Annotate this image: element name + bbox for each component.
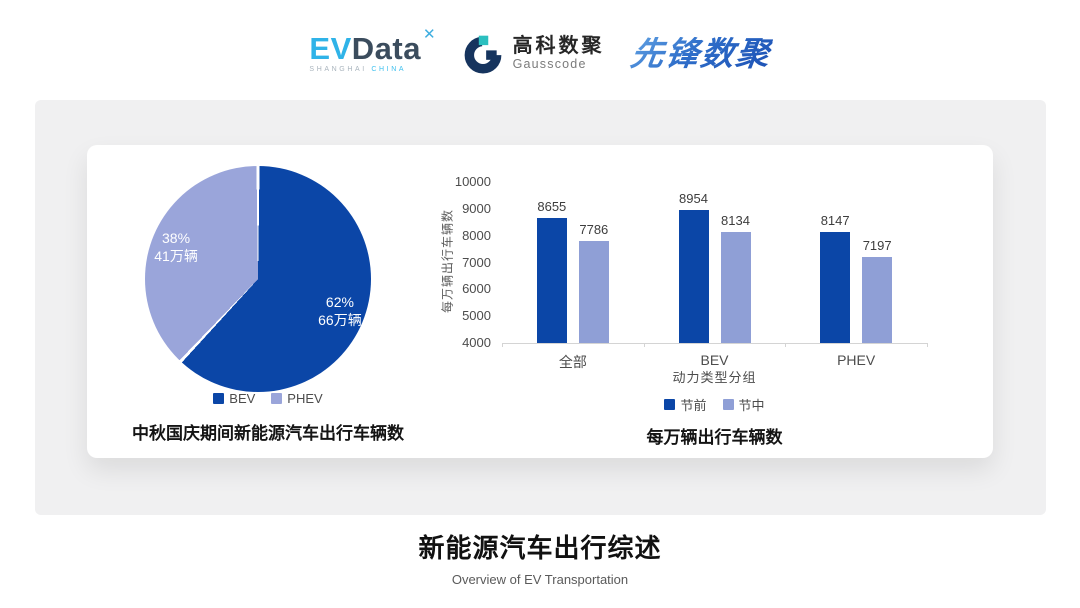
bar — [862, 257, 893, 343]
gausscode-g-icon — [464, 35, 501, 74]
propeller-icon: ✕ — [422, 26, 436, 43]
y-tick-label: 7000 — [462, 254, 491, 270]
pioneer-logo: 先锋数聚 — [627, 34, 774, 72]
y-tick-label: 8000 — [462, 227, 491, 243]
legend-swatch — [664, 399, 676, 410]
y-tick-label: 4000 — [462, 335, 491, 350]
evdata-china-text: CHINA — [371, 66, 407, 73]
bar-legend: 节前 节中 — [502, 395, 927, 414]
pie-value-label: 41万辆 — [154, 247, 198, 264]
bar — [720, 232, 751, 343]
y-tick-label: 10000 — [454, 174, 491, 189]
bar-chart: 每万辆出行车辆数 动力类型分组 节前 节中 每万辆出行车辆数 4000 5000 60… — [437, 145, 982, 458]
legend-swatch — [271, 393, 283, 404]
evdata-ev-text: EV — [309, 31, 352, 66]
pie-percent-label: 62% — [325, 294, 354, 311]
gausscode-logo: 高科数聚 Gausscode — [462, 32, 605, 74]
legend-swatch — [722, 399, 734, 410]
pie-slice-label: 38% 41万辆 — [154, 229, 198, 265]
legend-item: 节前 — [664, 395, 707, 414]
gausscode-cn-name: 高科数聚 — [512, 34, 605, 57]
page-subtitle: Overview of EV Transportation — [451, 572, 629, 587]
page-footer: 新能源汽车出行综述 Overview of EV Transportation — [0, 528, 1080, 587]
legend-label: 节前 — [680, 398, 707, 413]
x-category-label: PHEV — [837, 352, 876, 368]
pie-value-label: 66万辆 — [318, 312, 362, 329]
evdata-data-text: Data — [351, 31, 421, 66]
pie-percent-label: 38% — [162, 229, 191, 246]
bar-value-label: 8655 — [537, 199, 567, 215]
x-axis-tick — [785, 343, 787, 347]
pie-slice-label: 62% 66万辆 — [318, 293, 362, 329]
pie-chart-title: 中秋国庆期间新能源汽车出行车辆数 — [132, 424, 404, 443]
x-axis-tick — [643, 343, 645, 347]
bar — [678, 210, 709, 343]
x-axis-tick — [927, 343, 928, 347]
evdata-shanghai-text: SHANGHAI — [309, 66, 367, 73]
bar-value-label: 7786 — [579, 222, 609, 238]
gausscode-text: 高科数聚 Gausscode — [513, 35, 605, 72]
evdata-logo: EV Data ✕ SHANGHAI CHINA — [309, 27, 435, 73]
logo-bar: EV Data ✕ SHANGHAI CHINA 高科数聚 Gausscode … — [0, 20, 1080, 86]
page-title: 新能源汽车出行综述 — [418, 533, 662, 563]
legend-label: 节中 — [738, 398, 765, 413]
x-axis-tick — [502, 343, 503, 347]
y-tick-label: 5000 — [462, 308, 491, 324]
legend-swatch — [213, 393, 225, 404]
pie-chart: BEV PHEV 中秋国庆期间新能源汽车出行车辆数 62% 66万辆 38% 41万辆 — [93, 145, 443, 458]
bar — [536, 218, 567, 343]
x-category-label: 全部 — [558, 354, 587, 370]
legend-item: BEV — [213, 391, 255, 406]
pie-legend: BEV PHEV — [93, 391, 443, 406]
bar-value-label: 7197 — [862, 238, 892, 254]
y-tick-label: 9000 — [462, 200, 491, 216]
bar-value-label: 8954 — [679, 191, 708, 207]
x-category-label: BEV — [700, 352, 729, 368]
legend-label: PHEV — [287, 391, 323, 406]
gausscode-en-name: Gausscode — [512, 56, 587, 71]
content-panel: BEV PHEV 中秋国庆期间新能源汽车出行车辆数 62% 66万辆 38% 41万辆 … — [35, 100, 1046, 515]
evdata-subtitle: SHANGHAI CHINA — [309, 66, 435, 73]
legend-label: BEV — [229, 391, 256, 406]
bar — [820, 231, 851, 343]
bar — [578, 241, 609, 343]
bar-value-label: 8147 — [820, 212, 850, 228]
x-axis-line — [502, 343, 927, 344]
pie-circle — [145, 166, 371, 392]
bar-value-label: 8134 — [721, 213, 750, 229]
charts-card: BEV PHEV 中秋国庆期间新能源汽车出行车辆数 62% 66万辆 38% 41万辆 … — [87, 145, 993, 458]
legend-item: PHEV — [271, 391, 323, 406]
bar-chart-title: 每万辆出行车辆数 — [646, 428, 783, 447]
bar-x-axis-label: 动力类型分组 — [672, 370, 757, 385]
legend-item: 节中 — [722, 395, 765, 414]
y-tick-label: 6000 — [462, 281, 491, 297]
evdata-wordmark: EV Data ✕ — [309, 27, 435, 66]
